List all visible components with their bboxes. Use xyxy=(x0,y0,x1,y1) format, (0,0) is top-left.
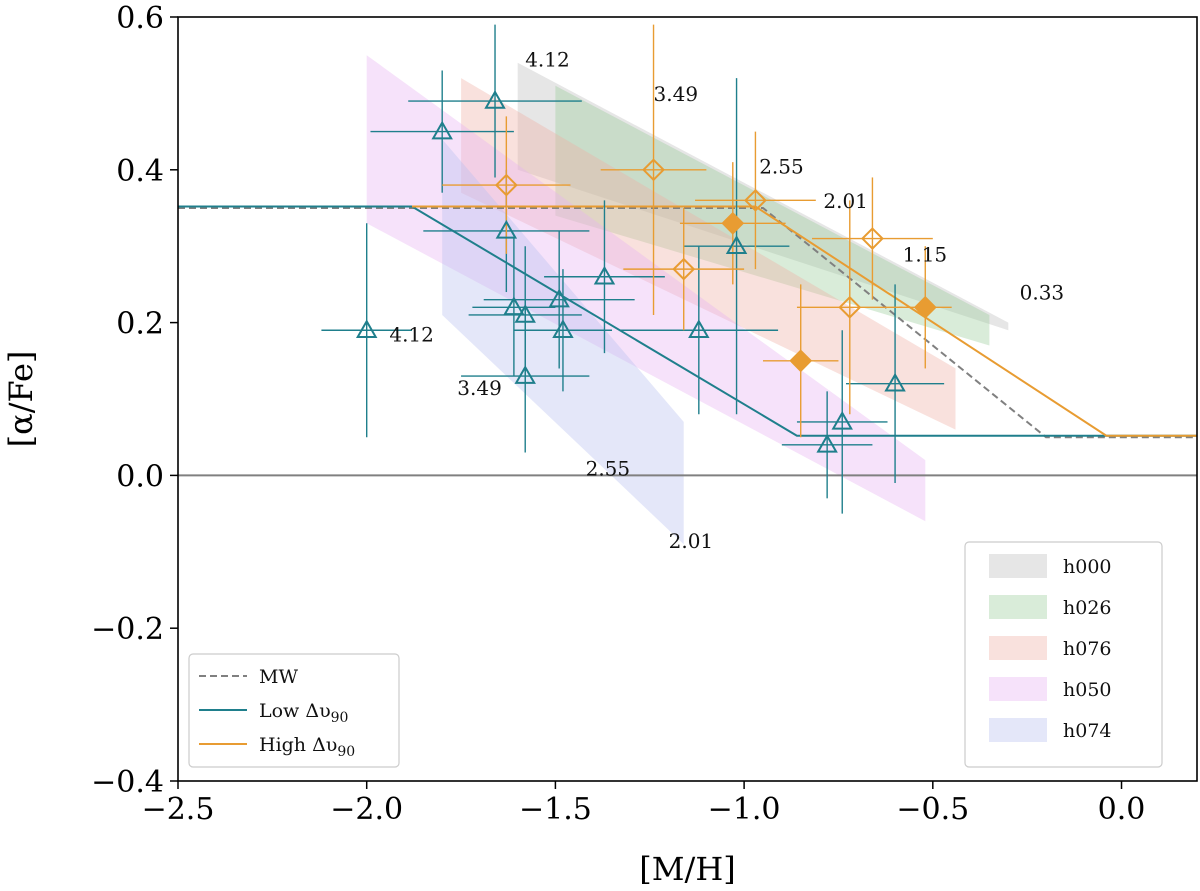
band-label-4: 1.15 xyxy=(903,242,948,266)
low-point-4-marker xyxy=(503,296,525,316)
legend-band-swatch-4 xyxy=(989,718,1047,742)
legend-band-swatch-3 xyxy=(989,677,1047,701)
x-tick-label-5: 0.0 xyxy=(1098,792,1146,827)
halo-bands xyxy=(366,55,1009,545)
x-tick-label-3: −1.0 xyxy=(708,792,781,827)
high-open-point-2-marker xyxy=(672,257,696,281)
legend-line-label-sub-2: 90 xyxy=(337,744,355,760)
legend-line-label-sub-1: 90 xyxy=(331,710,349,726)
band-label-0: 4.12 xyxy=(525,48,570,72)
low-point-6-marker xyxy=(514,365,536,384)
high-filled-point-2-marker xyxy=(913,295,937,319)
legend-line-label-2: High Δυ90 xyxy=(259,734,355,760)
legend-band-label-2: h076 xyxy=(1063,638,1112,660)
high-open-point-3-marker xyxy=(744,188,767,212)
low-point-5-marker xyxy=(514,303,536,323)
low-point-10-marker xyxy=(688,319,710,338)
y-tick-label-4: 0.4 xyxy=(116,154,164,189)
band-label-8: 2.55 xyxy=(586,456,631,480)
low-point-14-marker xyxy=(884,372,906,392)
band-label-5: 0.33 xyxy=(1020,281,1065,305)
plot-frame xyxy=(177,16,1198,782)
low-point-13-marker xyxy=(831,410,853,430)
high-filled-point-1-marker xyxy=(789,349,813,373)
y-axis-label: [α/Fe] xyxy=(2,351,40,448)
y-tick-label-1: −0.2 xyxy=(91,612,164,647)
legend-band-label-1: h026 xyxy=(1063,597,1112,619)
legend-band-label-0: h000 xyxy=(1063,556,1112,578)
band-label-7: 3.49 xyxy=(457,376,502,400)
y-tick-label-2: 0.0 xyxy=(116,459,164,494)
high-filled-point-0-marker xyxy=(721,211,745,235)
legend-band-label-3: h050 xyxy=(1063,679,1112,701)
band-label-6: 4.12 xyxy=(389,323,434,347)
low-point-7-marker xyxy=(548,288,570,308)
x-tick-label-4: −0.5 xyxy=(896,792,969,827)
x-tick-label-1: −2.0 xyxy=(330,792,403,827)
legend-bands: h000 h026 h076 h050 h074 xyxy=(964,541,1163,768)
x-tick-label-0: −2.5 xyxy=(142,792,215,827)
band-annotations: 4.12 3.49 2.55 2.01 1.15 0.33 4.12 3.49 2.55 2.01 xyxy=(389,48,1064,553)
low-point-9-marker xyxy=(593,265,616,285)
legend-lines-box xyxy=(188,653,400,768)
band-label-2: 2.55 xyxy=(759,155,804,179)
line-mw xyxy=(178,207,1197,439)
y-tick-label-3: 0.2 xyxy=(116,307,164,342)
high-open-point-0-marker xyxy=(494,173,518,197)
low-point-8-marker xyxy=(552,319,574,338)
legend-line-label-main-1: Low Δυ xyxy=(259,700,331,722)
high-open-point-4-marker xyxy=(838,295,862,319)
band-label-1: 3.49 xyxy=(654,82,699,106)
x-tick-label-2: −1.5 xyxy=(519,792,592,827)
legend-line-label-1: Low Δυ90 xyxy=(259,700,348,726)
legend-line-label-main-0: MW xyxy=(259,666,298,688)
data-points xyxy=(321,24,952,514)
legend-line-label-0: MW xyxy=(259,666,298,688)
high-open-point-5-marker xyxy=(861,227,884,250)
low-point-12-marker xyxy=(816,433,838,453)
band-label-3: 2.01 xyxy=(823,189,868,213)
legend-band-swatch-1 xyxy=(989,595,1047,619)
band-label-9: 2.01 xyxy=(669,529,714,553)
low-point-3-marker xyxy=(495,219,518,239)
legend-band-swatch-2 xyxy=(989,636,1047,660)
y-tick-label-0: −0.4 xyxy=(91,765,164,800)
low-point-1-marker xyxy=(431,120,453,140)
low-point-11-marker xyxy=(725,235,748,254)
legend-band-label-4: h074 xyxy=(1063,720,1112,742)
line-high-90 xyxy=(412,205,1197,437)
legend-band-swatch-0 xyxy=(989,554,1047,578)
y-tick-label-5: 0.6 xyxy=(116,1,164,36)
low-point-2-marker xyxy=(484,90,506,109)
x-axis-label: [M/H] xyxy=(639,850,735,888)
band-h000 xyxy=(517,62,1009,331)
legend-bands-box xyxy=(964,541,1163,768)
band-h076 xyxy=(461,78,956,430)
low-point-0-marker xyxy=(355,319,378,338)
high-open-point-1-marker xyxy=(642,158,665,182)
legend-line-label-main-2: High Δυ xyxy=(259,734,337,756)
